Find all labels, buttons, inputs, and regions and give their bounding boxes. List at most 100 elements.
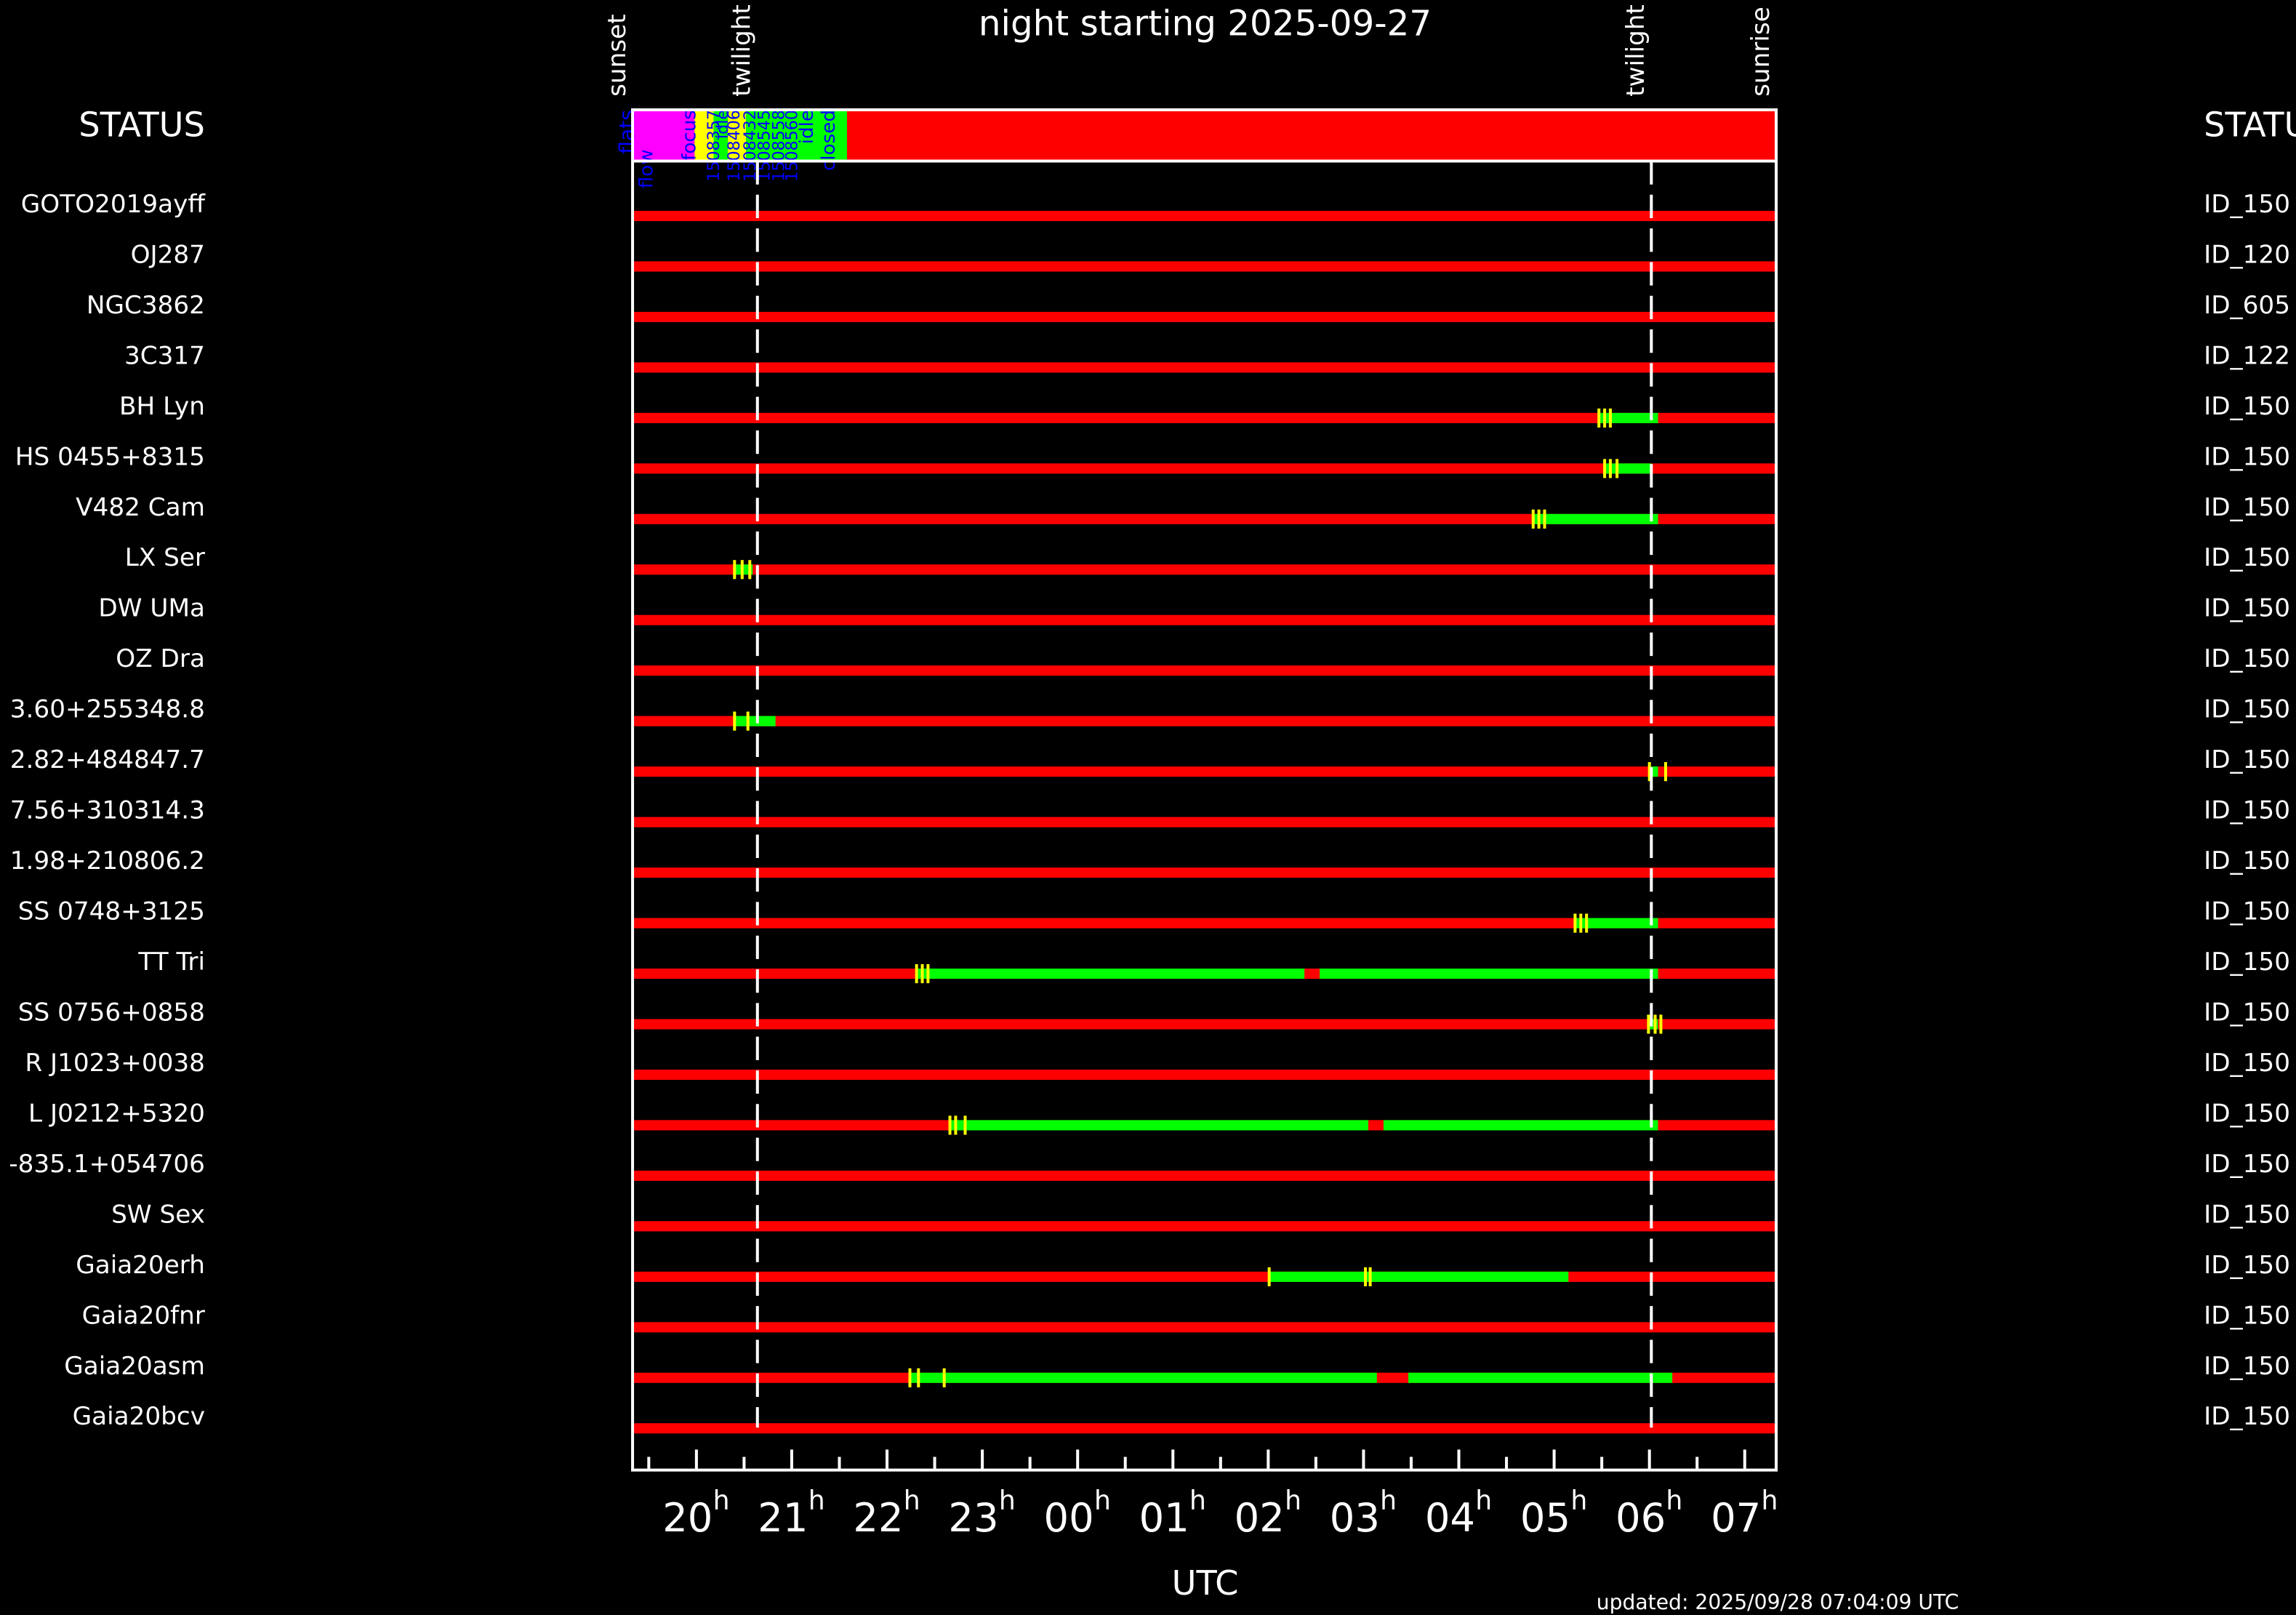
target-row: L J0212+5320 ID_150 bbox=[28, 1099, 2290, 1135]
target-row: Gaia20erh ID_150 bbox=[76, 1251, 2290, 1286]
target-status: ID_150 bbox=[2204, 1049, 2290, 1078]
target-row: TT Tri ID_150 bbox=[137, 947, 2290, 984]
target-row: Gaia20asm ID_150 bbox=[64, 1352, 2290, 1387]
row-bar bbox=[634, 210, 1775, 222]
target-status: ID_150 bbox=[2204, 846, 2290, 875]
target-status: ID_150 bbox=[2204, 442, 2290, 471]
x-tick-unit: h bbox=[1189, 1485, 1206, 1516]
target-row: LX Ser ID_150 bbox=[125, 543, 2290, 580]
target-status: ID_122 bbox=[2204, 341, 2290, 370]
row-bar bbox=[634, 1322, 1775, 1333]
target-status: ID_150 bbox=[2204, 190, 2290, 219]
target-name: DW UMa bbox=[98, 594, 205, 623]
row-bar bbox=[634, 564, 1775, 575]
x-axis-label: UTC bbox=[1172, 1563, 1239, 1603]
target-name: 1.98+210806.2 bbox=[10, 846, 205, 875]
target-status: ID_150 bbox=[2204, 796, 2290, 825]
target-name: 3.60+255348.8 bbox=[10, 695, 205, 724]
row-bar bbox=[634, 716, 1775, 726]
status-label: 1508406 bbox=[725, 110, 744, 182]
target-row: Gaia20bcv ID_150 bbox=[73, 1402, 2290, 1434]
target-row: OJ287 ID_120 bbox=[131, 240, 2290, 272]
x-tick-label: 02 bbox=[1235, 1495, 1285, 1541]
x-tick-label: 21 bbox=[758, 1495, 808, 1541]
x-tick-unit: h bbox=[1380, 1485, 1397, 1516]
x-tick-unit: h bbox=[1762, 1485, 1778, 1516]
row-bar bbox=[634, 1019, 1775, 1030]
row-bar bbox=[634, 412, 1775, 423]
x-tick-label: 22 bbox=[853, 1495, 903, 1541]
x-tick-unit: h bbox=[999, 1485, 1016, 1516]
status-segment bbox=[633, 110, 695, 161]
target-status: ID_150 bbox=[2204, 745, 2290, 774]
target-rows: GOTO2019ayff ID_150 OJ287 ID_120 NGC3862 ID_6… bbox=[9, 190, 2290, 1434]
updated-timestamp: updated: 2025/09/28 07:04:09 UTC bbox=[1597, 1590, 1959, 1614]
night-marker-label: twilight bbox=[1621, 4, 1650, 97]
row-bar bbox=[634, 1069, 1775, 1081]
target-row: V482 Cam ID_150 bbox=[76, 493, 2290, 529]
target-status: ID_605 bbox=[2204, 291, 2290, 320]
status-label: 1508357 bbox=[705, 110, 723, 182]
target-row: 7.56+310314.3 ID_150 bbox=[10, 796, 2290, 827]
row-bar bbox=[634, 261, 1775, 272]
row-bar bbox=[634, 614, 1775, 625]
status-segment bbox=[746, 110, 847, 161]
target-row: 2.82+484847.7 ID_150 bbox=[10, 745, 2290, 782]
target-status: ID_150 bbox=[2204, 1200, 2290, 1229]
x-tick-label: 03 bbox=[1330, 1495, 1380, 1541]
target-row: NGC3862 ID_605 bbox=[87, 291, 2290, 322]
x-tick-unit: h bbox=[1285, 1485, 1301, 1516]
target-status: ID_150 bbox=[2204, 1150, 2290, 1179]
x-tick-unit: h bbox=[808, 1485, 825, 1516]
observed-segment bbox=[910, 1372, 1377, 1383]
observed-segment bbox=[1320, 968, 1658, 979]
target-status: ID_150 bbox=[2204, 392, 2290, 421]
target-status: ID_150 bbox=[2204, 644, 2290, 673]
observed-segment bbox=[1269, 1271, 1569, 1282]
status-label: 1508558 bbox=[769, 110, 788, 182]
row-bar bbox=[634, 311, 1775, 322]
x-tick-label: 05 bbox=[1520, 1495, 1570, 1541]
target-name: TT Tri bbox=[137, 947, 205, 977]
target-name: Gaia20asm bbox=[64, 1352, 205, 1381]
x-tick-unit: h bbox=[1570, 1485, 1587, 1516]
row-bar bbox=[634, 817, 1775, 827]
target-status: ID_150 bbox=[2204, 1402, 2290, 1431]
status-label: flats bbox=[615, 110, 639, 154]
chart-title: night starting 2025-09-27 bbox=[979, 3, 1432, 44]
row-bar bbox=[634, 463, 1775, 474]
x-tick-label: 23 bbox=[948, 1495, 998, 1541]
target-name: SW Sex bbox=[111, 1200, 205, 1229]
status-label: focus bbox=[679, 110, 701, 161]
target-row: DW UMa ID_150 bbox=[98, 594, 2290, 625]
x-tick-label: 20 bbox=[662, 1495, 713, 1541]
row-bar bbox=[634, 665, 1775, 676]
target-status: ID_150 bbox=[2204, 1352, 2290, 1381]
row-bar bbox=[634, 766, 1775, 777]
target-row: HS 0455+8315 ID_150 bbox=[15, 442, 2290, 478]
target-row: OZ Dra ID_150 bbox=[116, 644, 2290, 676]
row-bar bbox=[634, 1271, 1775, 1282]
status-label: flow bbox=[636, 149, 658, 188]
target-name: SS 0748+3125 bbox=[18, 897, 205, 926]
x-tick-label: 07 bbox=[1711, 1495, 1761, 1541]
target-row: 1.98+210806.2 ID_150 bbox=[10, 846, 2290, 878]
target-row: R J1023+0038 ID_150 bbox=[25, 1049, 2290, 1081]
row-bar bbox=[634, 867, 1775, 878]
target-name: BH Lyn bbox=[119, 392, 205, 421]
target-status: ID_150 bbox=[2204, 897, 2290, 926]
x-axis: 20 h 21 h 22 h 23 h 00 h 01 h 02 h 03 h 04 h 05 h 06 h 07 h bbox=[647, 1449, 1778, 1541]
target-name: NGC3862 bbox=[87, 291, 205, 320]
x-tick-unit: h bbox=[713, 1485, 730, 1516]
target-row: 3.60+255348.8 ID_150 bbox=[10, 695, 2290, 731]
plot-frame bbox=[631, 108, 1778, 1472]
x-tick-unit: h bbox=[1094, 1485, 1111, 1516]
observed-segment bbox=[915, 968, 1305, 979]
status-label: 1508560 bbox=[783, 110, 802, 182]
target-name: Gaia20erh bbox=[76, 1251, 205, 1280]
target-name: LX Ser bbox=[125, 543, 206, 572]
target-name: V482 Cam bbox=[76, 493, 205, 522]
